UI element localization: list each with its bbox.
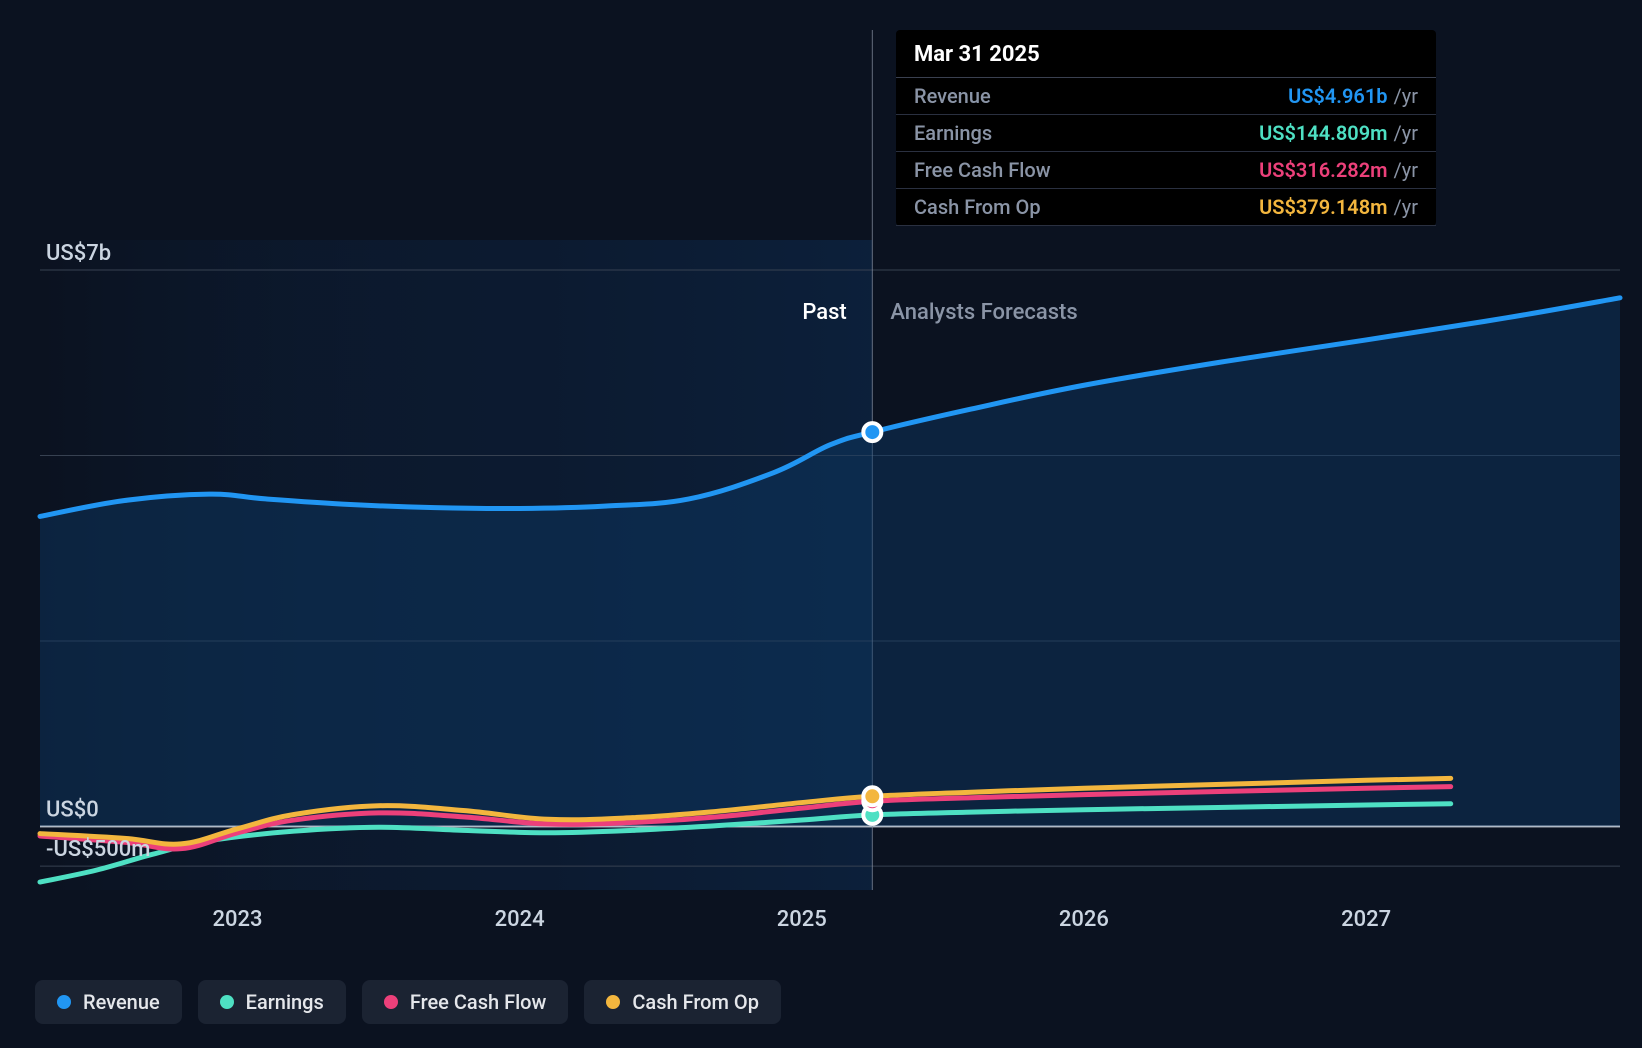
legend-label: Free Cash Flow bbox=[410, 990, 547, 1014]
legend-dot-icon bbox=[220, 995, 234, 1009]
period-label-past: Past bbox=[802, 300, 846, 325]
x-axis-label: 2023 bbox=[212, 907, 262, 932]
chart-legend: Revenue Earnings Free Cash Flow Cash From O… bbox=[35, 980, 781, 1024]
legend-item-fcf[interactable]: Free Cash Flow bbox=[362, 980, 569, 1024]
y-axis-label: US$0 bbox=[46, 797, 99, 822]
y-axis-label: US$7b bbox=[46, 241, 111, 266]
tooltip-row-value: US$4.961b/yr bbox=[1288, 84, 1418, 108]
cfo-marker bbox=[863, 787, 881, 805]
financial-line-chart: US$7b US$0 -US$500m 2023 2024 2025 2026 2027 Pa… bbox=[0, 0, 1642, 1048]
tooltip-row-label: Cash From Op bbox=[914, 195, 1041, 219]
x-axis-label: 2025 bbox=[777, 907, 827, 932]
revenue-marker bbox=[863, 423, 881, 441]
chart-tooltip: Mar 31 2025 Revenue US$4.961b/yr Earnings U… bbox=[896, 30, 1436, 226]
period-label-forecast: Analysts Forecasts bbox=[890, 300, 1077, 325]
legend-dot-icon bbox=[57, 995, 71, 1009]
legend-item-cfo[interactable]: Cash From Op bbox=[584, 980, 781, 1024]
tooltip-row-fcf: Free Cash Flow US$316.282m/yr bbox=[896, 152, 1436, 189]
legend-label: Cash From Op bbox=[632, 990, 759, 1014]
tooltip-row-revenue: Revenue US$4.961b/yr bbox=[896, 78, 1436, 115]
tooltip-row-label: Earnings bbox=[914, 121, 992, 145]
tooltip-row-value: US$144.809m/yr bbox=[1259, 121, 1418, 145]
x-axis-label: 2026 bbox=[1059, 907, 1109, 932]
legend-dot-icon bbox=[384, 995, 398, 1009]
x-axis-label: 2027 bbox=[1341, 907, 1391, 932]
legend-item-earnings[interactable]: Earnings bbox=[198, 980, 346, 1024]
x-axis-label: 2024 bbox=[495, 907, 545, 932]
legend-label: Earnings bbox=[246, 990, 324, 1014]
tooltip-row-value: US$316.282m/yr bbox=[1259, 158, 1418, 182]
tooltip-row-value: US$379.148m/yr bbox=[1259, 195, 1418, 219]
legend-item-revenue[interactable]: Revenue bbox=[35, 980, 182, 1024]
y-axis-label: -US$500m bbox=[46, 837, 150, 862]
tooltip-row-label: Revenue bbox=[914, 84, 991, 108]
tooltip-row-earnings: Earnings US$144.809m/yr bbox=[896, 115, 1436, 152]
tooltip-row-label: Free Cash Flow bbox=[914, 158, 1051, 182]
tooltip-date: Mar 31 2025 bbox=[896, 30, 1436, 78]
legend-dot-icon bbox=[606, 995, 620, 1009]
tooltip-row-cfo: Cash From Op US$379.148m/yr bbox=[896, 189, 1436, 226]
legend-label: Revenue bbox=[83, 990, 160, 1014]
